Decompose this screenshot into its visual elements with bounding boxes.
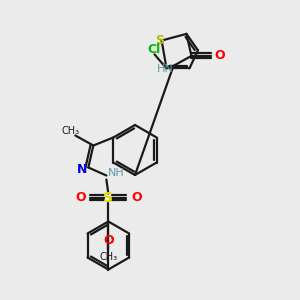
Text: O: O <box>214 50 225 62</box>
Text: S: S <box>155 34 164 47</box>
Text: O: O <box>103 234 114 247</box>
Text: CH₃: CH₃ <box>61 127 80 136</box>
Text: Cl: Cl <box>147 43 160 56</box>
Text: S: S <box>103 190 113 205</box>
Text: N: N <box>77 163 88 176</box>
Text: HN: HN <box>157 64 174 74</box>
Text: O: O <box>131 191 142 204</box>
Text: CH₃: CH₃ <box>99 253 117 262</box>
Text: O: O <box>75 191 86 204</box>
Text: NH: NH <box>108 169 125 178</box>
